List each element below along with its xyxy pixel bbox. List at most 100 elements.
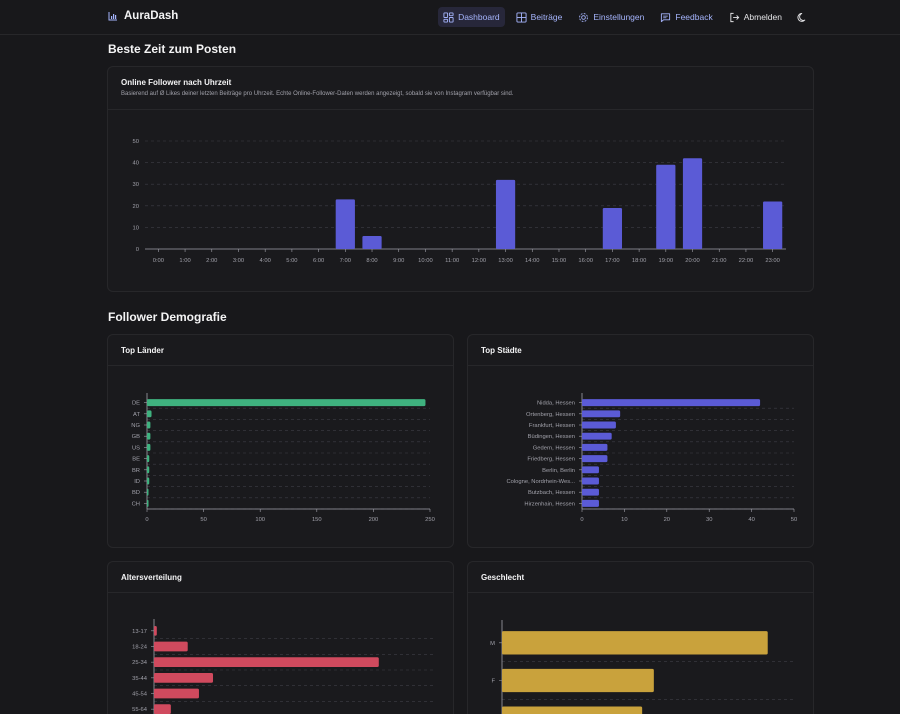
- y-tick-label: 13-17: [132, 629, 147, 635]
- y-tick-label: DE: [132, 401, 140, 407]
- x-tick-label: 150: [312, 517, 322, 523]
- y-tick-label: Frankfurt, Hessen: [529, 423, 575, 429]
- card-title-age: Altersverteilung: [121, 573, 182, 582]
- bar: [147, 499, 149, 507]
- y-tick-label: AT: [133, 412, 140, 418]
- y-tick-label: Berlin, Berlin: [542, 468, 575, 474]
- x-tick-label: 7:00: [340, 258, 351, 264]
- x-tick-label: 0:00: [153, 258, 164, 264]
- bar: [154, 672, 214, 683]
- y-tick-label: BE: [132, 457, 140, 463]
- bar: [147, 410, 152, 418]
- y-tick-label: 10: [133, 225, 139, 231]
- bar: [147, 477, 150, 485]
- x-tick-label: 18:00: [632, 258, 647, 264]
- card-divider: [108, 109, 813, 110]
- logout-icon: [730, 12, 739, 22]
- x-tick-label: 10: [621, 517, 627, 523]
- x-tick-label: 17:00: [605, 258, 620, 264]
- bar: [154, 704, 171, 714]
- bar: [147, 421, 151, 429]
- card-title-gender: Geschlecht: [481, 573, 525, 582]
- x-tick-label: 3:00: [233, 258, 244, 264]
- bar: [582, 432, 612, 440]
- bar-chart-icon: [108, 12, 117, 21]
- dashboard-icon: [443, 11, 454, 23]
- nav-dashboard[interactable]: Dashboard: [438, 7, 505, 27]
- top-countries-chart: 0 50 100 150 200 250 DE AT NG GB US BE BR ID BD CH: [131, 393, 435, 523]
- bar: [495, 179, 516, 249]
- y-tick-label: 25-34: [132, 660, 148, 666]
- x-tick-label: 200: [369, 517, 379, 523]
- x-tick-label: 30: [706, 517, 712, 523]
- y-tick-label: CH: [132, 501, 140, 507]
- y-tick-label: ID: [134, 479, 140, 485]
- x-tick-label: 1:00: [179, 258, 190, 264]
- main-nav: Dashboard Beiträge Einstellungen Feedbac…: [438, 7, 812, 27]
- bar: [582, 477, 599, 485]
- y-tick-label: Hirzenhain, Hessen: [524, 501, 575, 507]
- nav-feedback[interactable]: Feedback: [655, 7, 717, 27]
- y-tick-label: 0: [136, 247, 139, 253]
- x-tick-label: 9:00: [393, 258, 404, 264]
- card-title-online: Online Follower nach Uhrzeit: [121, 78, 232, 87]
- y-tick-label: 20: [133, 204, 139, 210]
- section-title-best-time: Beste Zeit zum Posten: [108, 42, 237, 56]
- x-tick-label: 19:00: [659, 258, 674, 264]
- bar: [147, 455, 150, 463]
- bar: [582, 499, 599, 507]
- bar: [147, 432, 151, 440]
- bar: [362, 236, 382, 249]
- y-tick-label: Cologne, Nordrhein-Wes...: [506, 479, 575, 485]
- nav-settings-label: Einstellungen: [593, 12, 645, 22]
- y-tick-label: 55-64: [132, 707, 148, 713]
- section-title-demographics: Follower Demografie: [108, 310, 227, 324]
- bar: [656, 164, 676, 249]
- top-navbar: AuraDash Dashboard Beiträge Einstellunge…: [0, 0, 900, 35]
- x-tick-label: 40: [748, 517, 754, 523]
- bar: [582, 443, 608, 451]
- bar: [154, 625, 157, 636]
- grid-icon: [516, 11, 527, 23]
- bar: [582, 399, 761, 407]
- age-distribution-card: Altersverteilung 13-17 18-24 25-34 35-44 45-…: [107, 561, 454, 714]
- gender-card: Geschlecht MFU: [467, 561, 814, 714]
- moon-icon: [797, 12, 806, 22]
- theme-toggle-button[interactable]: [793, 12, 812, 23]
- bar: [502, 706, 643, 714]
- logout-button[interactable]: Abmelden: [724, 7, 787, 27]
- x-tick-label: 20: [664, 517, 670, 523]
- y-tick-label: 35-44: [132, 676, 148, 682]
- nav-settings[interactable]: Einstellungen: [573, 7, 649, 27]
- bar: [582, 455, 608, 463]
- bar: [147, 466, 150, 474]
- card-divider: [468, 365, 813, 366]
- x-tick-label: 5:00: [286, 258, 297, 264]
- bar: [154, 641, 188, 652]
- bar: [147, 399, 426, 407]
- y-tick-label: US: [132, 445, 140, 451]
- x-tick-label: 0: [145, 517, 148, 523]
- y-tick-label: 18-24: [132, 645, 148, 651]
- y-tick-label: 30: [133, 182, 139, 188]
- brand[interactable]: AuraDash: [108, 10, 178, 22]
- top-countries-card: Top Länder 0 50 100 150 200 250 DE AT NG GB US BE BR…: [107, 334, 454, 548]
- card-title-countries: Top Länder: [121, 346, 164, 355]
- x-tick-label: 21:00: [712, 258, 727, 264]
- x-tick-label: 250: [425, 517, 435, 523]
- y-tick-label: BD: [132, 490, 140, 496]
- top-cities-card: Top Städte 0 10 20 30 40 50 Nidda, Hessen Orten…: [467, 334, 814, 548]
- bar: [147, 488, 149, 496]
- x-tick-label: 6:00: [313, 258, 324, 264]
- y-tick-label: Ortenberg, Hessen: [526, 412, 575, 418]
- app-name: AuraDash: [124, 10, 179, 22]
- y-tick-label: Nidda, Hessen: [537, 401, 575, 407]
- y-tick-label: Friedberg, Hessen: [527, 457, 575, 463]
- y-tick-label: Gedern, Hessen: [533, 445, 575, 451]
- age-distribution-chart: 13-17 18-24 25-34 35-44 45-54 55-64: [132, 619, 435, 714]
- nav-posts[interactable]: Beiträge: [511, 7, 568, 27]
- x-tick-label: 16:00: [578, 258, 593, 264]
- x-tick-label: 15:00: [552, 258, 567, 264]
- online-followers-chart: 0 10 20 30 40 50 0:00 1:00 2:00 3:00 4:00 5:00 6:00 7…: [133, 139, 786, 264]
- online-followers-card: Online Follower nach Uhrzeit Basierend a…: [107, 66, 814, 292]
